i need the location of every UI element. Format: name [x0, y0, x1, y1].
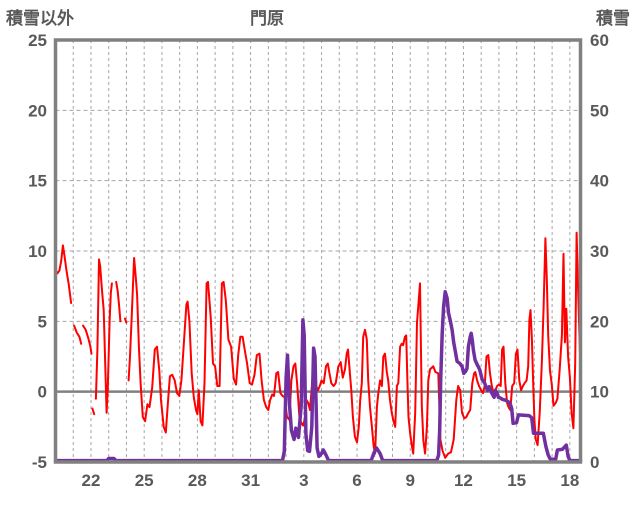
x-axis-tick-label: 18	[560, 471, 579, 490]
x-axis-tick-label: 15	[507, 471, 526, 490]
temperature-line	[82, 324, 93, 355]
chart-title: 門原	[250, 9, 284, 28]
left-axis-tick-label: 20	[28, 101, 47, 120]
chart-header: 積雪以外 門原 積雪	[0, 4, 636, 30]
right-axis-tick-label: 0	[590, 453, 599, 472]
temperature-line	[91, 407, 96, 416]
right-axis-tick-label: 30	[590, 242, 609, 261]
left-axis-tick-label: 0	[38, 383, 47, 402]
temperature-line	[94, 258, 113, 414]
left-axis-tick-label: -5	[32, 453, 47, 472]
x-axis-tick-label: 22	[82, 471, 101, 490]
x-axis-tick-label: 9	[405, 471, 414, 490]
temperature-line	[127, 231, 582, 459]
temperature-line	[124, 317, 128, 324]
temperature-line	[115, 280, 122, 323]
temperature-line	[73, 324, 83, 345]
right-axis-title: 積雪	[596, 9, 630, 28]
snow_depth-line	[53, 290, 583, 463]
plot-frame	[53, 38, 583, 464]
right-axis-tick-label: 50	[590, 101, 609, 120]
right-axis-tick-label: 20	[590, 312, 609, 331]
right-axis-tick-label: 40	[590, 172, 609, 191]
right-axis-tick-label: 10	[590, 383, 609, 402]
left-axis-tick-label: 10	[28, 242, 47, 261]
x-axis-tick-label: 6	[352, 471, 361, 490]
right-axis-tick-label: 60	[590, 31, 609, 50]
left-axis-title: 積雪以外	[6, 9, 74, 28]
x-axis-tick-label: 12	[454, 471, 473, 490]
x-axis-tick-label: 31	[241, 471, 260, 490]
x-axis-tick-label: 25	[135, 471, 154, 490]
left-axis-tick-label: 5	[38, 312, 47, 331]
temperature-line	[54, 244, 73, 304]
left-axis-tick-label: 25	[28, 31, 47, 50]
x-axis-tick-label: 28	[188, 471, 207, 490]
left-axis-tick-label: 15	[28, 172, 47, 191]
x-axis-tick-label: 3	[299, 471, 308, 490]
